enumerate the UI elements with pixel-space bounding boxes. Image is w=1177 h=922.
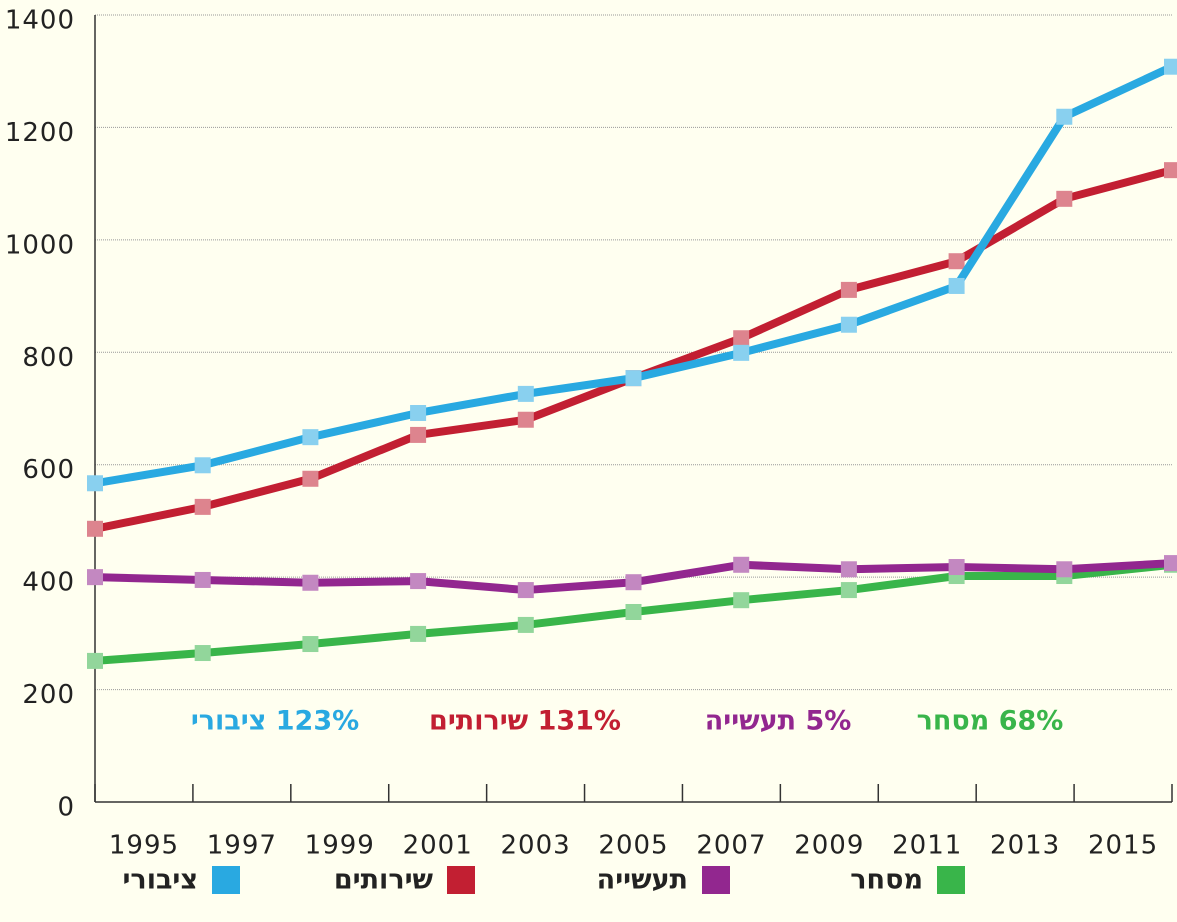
point-marker xyxy=(194,498,211,515)
point-marker xyxy=(625,603,642,620)
point-marker xyxy=(1164,58,1177,75)
point-marker xyxy=(1056,190,1073,207)
legend-swatch xyxy=(937,866,965,894)
legend-swatch xyxy=(447,866,475,894)
point-marker xyxy=(948,253,965,270)
point-marker xyxy=(517,411,534,428)
point-marker xyxy=(733,592,750,609)
point-marker xyxy=(1056,561,1073,578)
annotation: 131% שירותים xyxy=(429,706,621,737)
y-tick-label: 0 xyxy=(57,793,75,823)
y-tick-label: 1400 xyxy=(5,6,75,36)
x-tick-label: 2013 xyxy=(990,831,1060,861)
point-marker xyxy=(410,625,427,642)
annotation: 68% מסחר xyxy=(917,706,1064,737)
y-tick-label: 1000 xyxy=(5,230,75,260)
point-marker xyxy=(948,559,965,576)
point-marker xyxy=(948,277,965,294)
y-tick-label: 1200 xyxy=(5,118,75,148)
x-tick-label: 1999 xyxy=(305,831,375,861)
point-marker xyxy=(1164,162,1177,179)
point-marker xyxy=(410,404,427,421)
y-tick-label: 800 xyxy=(22,343,75,373)
annotation: 123% ציבורי xyxy=(191,706,359,737)
series-line xyxy=(94,166,1174,533)
x-tick-label: 2005 xyxy=(598,831,668,861)
y-tick-label: 400 xyxy=(22,568,75,598)
point-marker xyxy=(87,652,103,669)
x-tick-label: 2007 xyxy=(696,831,766,861)
point-marker xyxy=(733,556,750,573)
point-marker xyxy=(194,571,211,588)
point-marker xyxy=(517,616,534,633)
point-marker xyxy=(87,569,103,586)
x-tick-label: 1997 xyxy=(207,831,277,861)
x-tick-label: 2001 xyxy=(403,831,473,861)
x-tick-label: 2015 xyxy=(1088,831,1158,861)
point-marker xyxy=(1056,108,1073,125)
legend-swatch xyxy=(702,866,730,894)
legend-swatch xyxy=(212,866,240,894)
point-marker xyxy=(302,636,319,653)
legend-label: שירותים xyxy=(334,865,434,896)
point-marker xyxy=(840,281,857,298)
y-tick-label: 600 xyxy=(22,455,75,485)
x-tick-label: 2003 xyxy=(501,831,571,861)
point-marker xyxy=(840,316,857,333)
point-marker xyxy=(625,370,642,387)
x-tick-label: 2011 xyxy=(892,831,962,861)
point-marker xyxy=(410,573,427,590)
x-tick-label: 1995 xyxy=(109,831,179,861)
legend-label: מסחר xyxy=(850,865,923,896)
point-marker xyxy=(517,385,534,402)
point-marker xyxy=(87,520,103,537)
legend-label: ציבורי xyxy=(122,865,198,896)
point-marker xyxy=(302,429,319,446)
point-marker xyxy=(625,574,642,591)
annotation: 5% תעשייה xyxy=(705,706,852,737)
point-marker xyxy=(517,582,534,599)
point-marker xyxy=(733,330,750,347)
point-marker xyxy=(410,426,427,443)
point-marker xyxy=(302,574,319,591)
point-marker xyxy=(302,470,319,487)
point-marker xyxy=(87,475,103,492)
point-marker xyxy=(194,457,211,474)
series-line xyxy=(94,63,1174,488)
point-marker xyxy=(733,344,750,361)
point-marker xyxy=(840,582,857,599)
x-tick-label: 2009 xyxy=(794,831,864,861)
point-marker xyxy=(194,645,211,662)
y-tick-label: 200 xyxy=(22,680,75,710)
legend-label: תעשייה xyxy=(597,865,688,896)
point-marker xyxy=(840,561,857,578)
point-marker xyxy=(1164,555,1177,572)
